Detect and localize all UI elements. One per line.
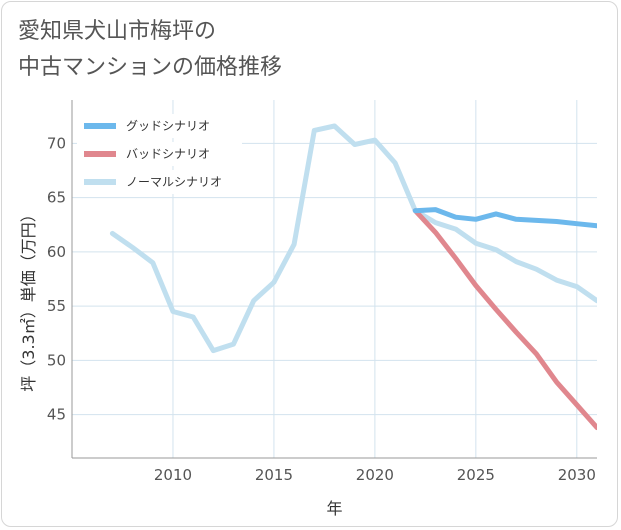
y-tick-label: 45 xyxy=(47,406,66,424)
series-line-1 xyxy=(412,208,597,431)
y-axis-title: 坪（3.3㎡）単価（万円） xyxy=(19,206,38,391)
y-tick-label: 65 xyxy=(47,189,66,207)
x-tick-label: 2025 xyxy=(457,466,495,484)
axes xyxy=(71,100,597,459)
grid-lines xyxy=(72,100,597,458)
x-tick-label: 2015 xyxy=(255,466,293,484)
x-tick-label: 2030 xyxy=(558,466,596,484)
series-line-2 xyxy=(109,123,597,354)
y-tick-label: 60 xyxy=(47,243,66,261)
chart-title-line-2: 中古マンションの価格推移 xyxy=(18,55,283,80)
tick-labels: 2010 2015 2020 2025 2030 45 50 55 60 65 70 xyxy=(47,134,596,484)
legend-label: バッドシナリオ xyxy=(126,147,210,161)
chart-title-line-1: 愛知県犬山市梅坪の xyxy=(18,19,217,44)
data-series xyxy=(109,123,597,431)
y-tick-label: 55 xyxy=(47,297,66,315)
legend-label: グッドシナリオ xyxy=(126,119,210,133)
y-tick-label: 50 xyxy=(47,351,66,369)
chart-title: 愛知県犬山市梅坪の 中古マンションの価格推移 xyxy=(18,14,282,86)
series-line-0 xyxy=(412,207,597,229)
x-tick-label: 2010 xyxy=(154,466,192,484)
y-tick-label: 70 xyxy=(47,134,66,152)
legend-label: ノーマルシナリオ xyxy=(126,175,222,189)
x-axis-title: 年 xyxy=(326,499,342,518)
x-tick-label: 2020 xyxy=(356,466,394,484)
